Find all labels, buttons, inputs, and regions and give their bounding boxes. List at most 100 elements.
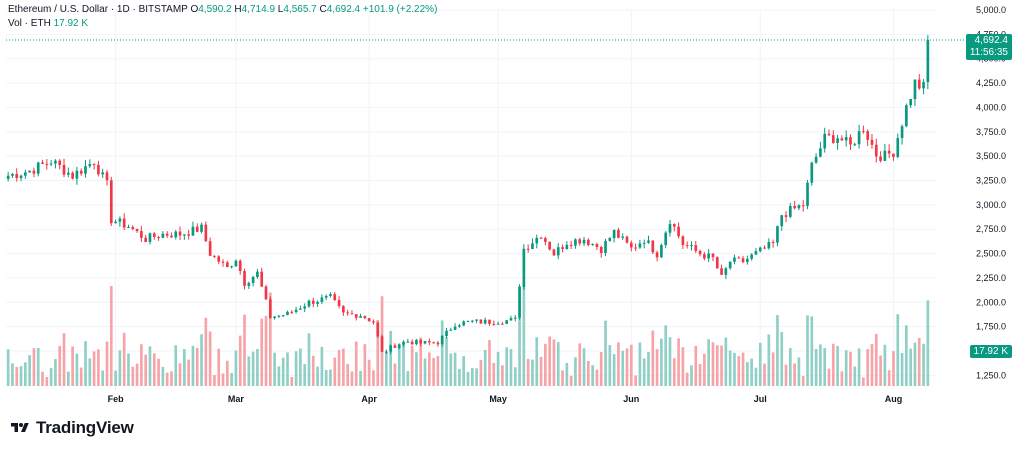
candle-body bbox=[681, 236, 685, 245]
candle-body bbox=[496, 323, 500, 325]
candle-body bbox=[397, 344, 401, 348]
volume-bar bbox=[165, 372, 169, 386]
candle-body bbox=[264, 286, 268, 300]
volume-bar bbox=[423, 358, 427, 386]
volume-bar bbox=[681, 347, 685, 386]
volume-bar bbox=[513, 367, 517, 386]
volume-bar bbox=[526, 358, 530, 386]
candle-body bbox=[685, 244, 689, 246]
candle-body bbox=[625, 236, 629, 243]
volume-bar bbox=[569, 375, 573, 386]
candle-body bbox=[286, 311, 289, 316]
volume-bar bbox=[638, 342, 642, 386]
volume-bar bbox=[135, 363, 139, 386]
candle-body bbox=[900, 126, 904, 139]
candle-body bbox=[350, 313, 354, 315]
volume-bar bbox=[397, 343, 401, 386]
volume-bar bbox=[393, 363, 397, 386]
change-value: +101.9 (+2.22%) bbox=[362, 4, 438, 15]
volume-bar bbox=[28, 355, 31, 386]
candle-body bbox=[896, 138, 900, 157]
last-price-value: 4,692.4 bbox=[974, 34, 1008, 46]
volume-bar bbox=[131, 366, 135, 386]
volume-bar bbox=[870, 343, 874, 386]
candle-body bbox=[754, 251, 758, 255]
candle-body bbox=[440, 335, 444, 345]
volume-bar bbox=[303, 364, 307, 386]
volume-bar bbox=[101, 370, 105, 386]
candle-body bbox=[174, 231, 178, 238]
volume-bar bbox=[174, 345, 178, 386]
price-tick-label: 3,500.0 bbox=[976, 151, 1006, 161]
candle-body bbox=[913, 79, 917, 100]
candle-body bbox=[367, 318, 371, 322]
volume-bar bbox=[346, 364, 349, 386]
candle-body bbox=[101, 172, 105, 175]
candle-body bbox=[449, 329, 453, 331]
candle-body bbox=[926, 39, 930, 83]
volume-legend[interactable]: Vol · ETH 17.92 K bbox=[8, 18, 88, 29]
candle-body bbox=[6, 175, 10, 179]
volume-bar bbox=[389, 330, 392, 386]
candle-body bbox=[28, 170, 31, 173]
volume-bar bbox=[178, 363, 182, 386]
price-tick-label: 3,000.0 bbox=[976, 200, 1006, 210]
candle-body bbox=[758, 247, 762, 252]
candle-body bbox=[329, 294, 332, 296]
candle-body bbox=[849, 137, 852, 145]
candle-body bbox=[771, 241, 775, 243]
candle-body bbox=[66, 172, 70, 175]
candle-body bbox=[556, 247, 560, 256]
volume-bar bbox=[247, 356, 251, 386]
candle-body bbox=[290, 311, 294, 313]
candle-body bbox=[247, 283, 251, 286]
volume-bar bbox=[668, 337, 672, 386]
volume-bar bbox=[161, 366, 165, 386]
candle-body bbox=[260, 271, 264, 287]
candle-body bbox=[427, 340, 431, 343]
tradingview-logo[interactable]: TradingView bbox=[10, 418, 134, 438]
volume-bar bbox=[857, 348, 861, 386]
volume-bar bbox=[144, 354, 148, 386]
volume-bar bbox=[608, 345, 612, 386]
bar-countdown: 11:56:35 bbox=[969, 46, 1008, 58]
volume-bar bbox=[41, 371, 44, 386]
price-tick-label: 5,000.0 bbox=[976, 5, 1006, 15]
candle-body bbox=[574, 239, 577, 246]
candle-body bbox=[118, 218, 122, 222]
candle-body bbox=[909, 99, 912, 106]
volume-bar bbox=[217, 348, 221, 386]
candle-body bbox=[316, 301, 319, 304]
price-tick-label: 2,000.0 bbox=[976, 297, 1006, 307]
volume-bar bbox=[483, 349, 487, 386]
candle-body bbox=[788, 205, 792, 217]
candle-body bbox=[178, 231, 182, 236]
volume-bar bbox=[617, 342, 620, 386]
volume-bar bbox=[823, 348, 827, 386]
candle-body bbox=[97, 164, 100, 175]
candle-body bbox=[462, 321, 466, 326]
candle-body bbox=[831, 135, 835, 143]
volume-bar bbox=[780, 332, 784, 386]
volume-bar bbox=[711, 342, 715, 386]
volume-bar bbox=[294, 351, 298, 386]
volume-bar bbox=[720, 345, 723, 386]
volume-bar bbox=[458, 368, 461, 386]
price-tick-label: 1,750.0 bbox=[976, 322, 1006, 332]
volume-bar bbox=[479, 360, 483, 386]
candle-body bbox=[131, 227, 135, 230]
volume-bar bbox=[45, 376, 49, 386]
candle-body bbox=[668, 224, 672, 233]
volume-bar bbox=[578, 343, 582, 386]
time-tick-label: Jul bbox=[754, 394, 767, 404]
volume-bar bbox=[784, 364, 788, 386]
volume-bar bbox=[900, 353, 904, 386]
volume-bar bbox=[264, 315, 268, 386]
candle-body bbox=[544, 238, 547, 242]
symbol-legend[interactable]: Ethereum / U.S. Dollar · 1D · BITSTAMP O… bbox=[8, 4, 437, 15]
candle-body bbox=[41, 162, 44, 164]
candle-body bbox=[582, 239, 586, 244]
volume-bar bbox=[827, 368, 831, 386]
volume-bar bbox=[715, 345, 719, 386]
